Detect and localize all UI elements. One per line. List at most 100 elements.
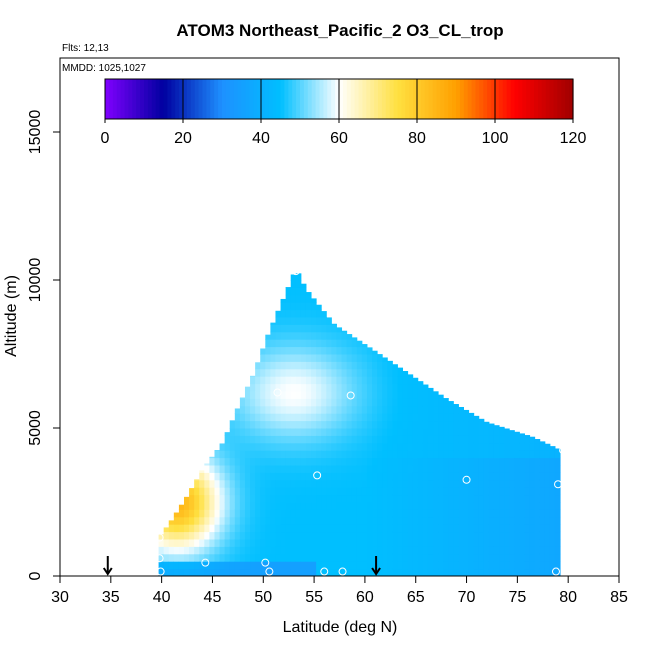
heatmap-cell xyxy=(290,546,297,555)
heatmap-cell xyxy=(402,442,409,451)
heatmap-cell xyxy=(295,361,302,370)
heatmap-cell xyxy=(544,553,551,562)
colorbar-segment xyxy=(120,79,126,119)
heatmap-cell xyxy=(478,418,485,422)
heatmap-cell xyxy=(300,502,307,510)
heatmap-cell xyxy=(387,479,393,488)
heatmap-cell xyxy=(341,330,348,333)
colorbar-segment xyxy=(339,79,344,119)
heatmap-cell xyxy=(239,509,246,518)
heatmap-cell xyxy=(366,524,373,533)
heatmap-cell xyxy=(300,428,307,436)
colorbar-segment xyxy=(561,79,566,119)
heatmap-cell xyxy=(234,502,241,510)
heatmap-cell xyxy=(316,317,322,325)
heatmap-cell xyxy=(295,420,302,429)
heatmap-cell xyxy=(473,457,480,466)
flight-point xyxy=(155,533,164,542)
heatmap-cell xyxy=(554,516,561,525)
heatmap-cell xyxy=(382,472,388,481)
heatmap-cell xyxy=(204,524,210,533)
heatmap-cell xyxy=(234,531,241,540)
heatmap-cell xyxy=(544,487,551,496)
flight-point xyxy=(261,558,270,567)
heatmap-cell xyxy=(295,509,302,518)
heatmap-cell xyxy=(326,435,332,444)
heatmap-cell xyxy=(341,561,348,570)
colorbar-segment xyxy=(288,79,293,119)
heatmap-cell xyxy=(311,405,317,414)
heatmap-cell xyxy=(204,463,210,466)
heatmap-cell xyxy=(168,553,175,562)
heatmap-cell xyxy=(366,509,373,518)
heatmap-cell xyxy=(270,361,276,370)
heatmap-cell xyxy=(219,516,226,525)
heatmap-cell xyxy=(468,435,475,444)
heatmap-cell xyxy=(326,479,332,488)
heatmap-cell xyxy=(351,487,358,496)
heatmap-cell xyxy=(346,568,353,577)
heatmap-cell xyxy=(255,472,261,481)
heatmap-cell xyxy=(311,317,317,325)
heatmap-cell xyxy=(234,561,241,570)
heatmap-cell xyxy=(514,457,520,466)
heatmap-cell xyxy=(244,457,251,466)
heatmap-cell xyxy=(519,553,525,562)
heatmap-cell xyxy=(478,502,485,510)
colorbar-tick-label: 80 xyxy=(408,130,426,147)
heatmap-cell xyxy=(331,539,337,547)
heatmap-cell xyxy=(239,413,246,422)
heatmap-cell xyxy=(524,435,531,444)
heatmap-cell xyxy=(295,405,302,414)
heatmap-cell xyxy=(458,494,464,503)
heatmap-cell xyxy=(265,435,271,444)
heatmap-cell xyxy=(382,457,388,466)
flight-point xyxy=(551,567,560,576)
heatmap-cell xyxy=(539,502,546,510)
heatmap-cell xyxy=(300,457,307,466)
heatmap-cell xyxy=(356,472,363,481)
heatmap-cell xyxy=(321,435,327,444)
heatmap-cell xyxy=(509,561,515,570)
heatmap-cell xyxy=(255,502,261,510)
heatmap-cell xyxy=(417,391,424,399)
heatmap-cell xyxy=(290,302,297,311)
heatmap-cell xyxy=(382,383,388,392)
heatmap-cell xyxy=(473,442,480,451)
colorbar-segment xyxy=(502,79,508,119)
heatmap-cell xyxy=(361,368,368,377)
heatmap-cell xyxy=(407,413,414,422)
heatmap-cell xyxy=(438,472,444,481)
flight-points xyxy=(155,267,568,576)
heatmap-cell xyxy=(173,524,180,533)
colorbar-segment xyxy=(163,79,168,119)
heatmap-cell xyxy=(285,331,292,340)
heatmap-cell xyxy=(438,509,444,518)
colorbar-segment xyxy=(327,79,332,119)
heatmap-cell xyxy=(239,502,246,510)
heatmap-cell xyxy=(305,524,312,533)
heatmap-cell xyxy=(458,465,464,473)
heatmap-cell xyxy=(290,435,297,444)
heatmap-cell xyxy=(336,457,343,466)
heatmap-cell xyxy=(356,340,363,348)
heatmap-cell xyxy=(412,524,419,533)
heatmap-cell xyxy=(433,465,439,473)
heatmap-cell xyxy=(422,442,429,451)
heatmap-cell xyxy=(331,516,337,525)
heatmap-cell xyxy=(509,568,515,577)
heatmap-cell xyxy=(473,472,480,481)
heatmap-cell xyxy=(422,546,429,555)
heatmap-cell xyxy=(280,413,287,422)
heatmap-cell xyxy=(529,524,536,533)
chart-title: ATOM3 Northeast_Pacific_2 O3_CL_trop xyxy=(176,21,503,40)
heatmap-cell xyxy=(433,391,439,399)
heatmap-cell xyxy=(285,354,292,362)
heatmap-cell xyxy=(382,413,388,422)
heatmap-cell xyxy=(336,339,343,348)
heatmap-cell xyxy=(199,524,205,533)
heatmap-cell xyxy=(438,394,444,399)
heatmap-cell xyxy=(316,479,322,488)
heatmap-cell xyxy=(407,405,414,414)
heatmap-cell xyxy=(194,546,200,555)
